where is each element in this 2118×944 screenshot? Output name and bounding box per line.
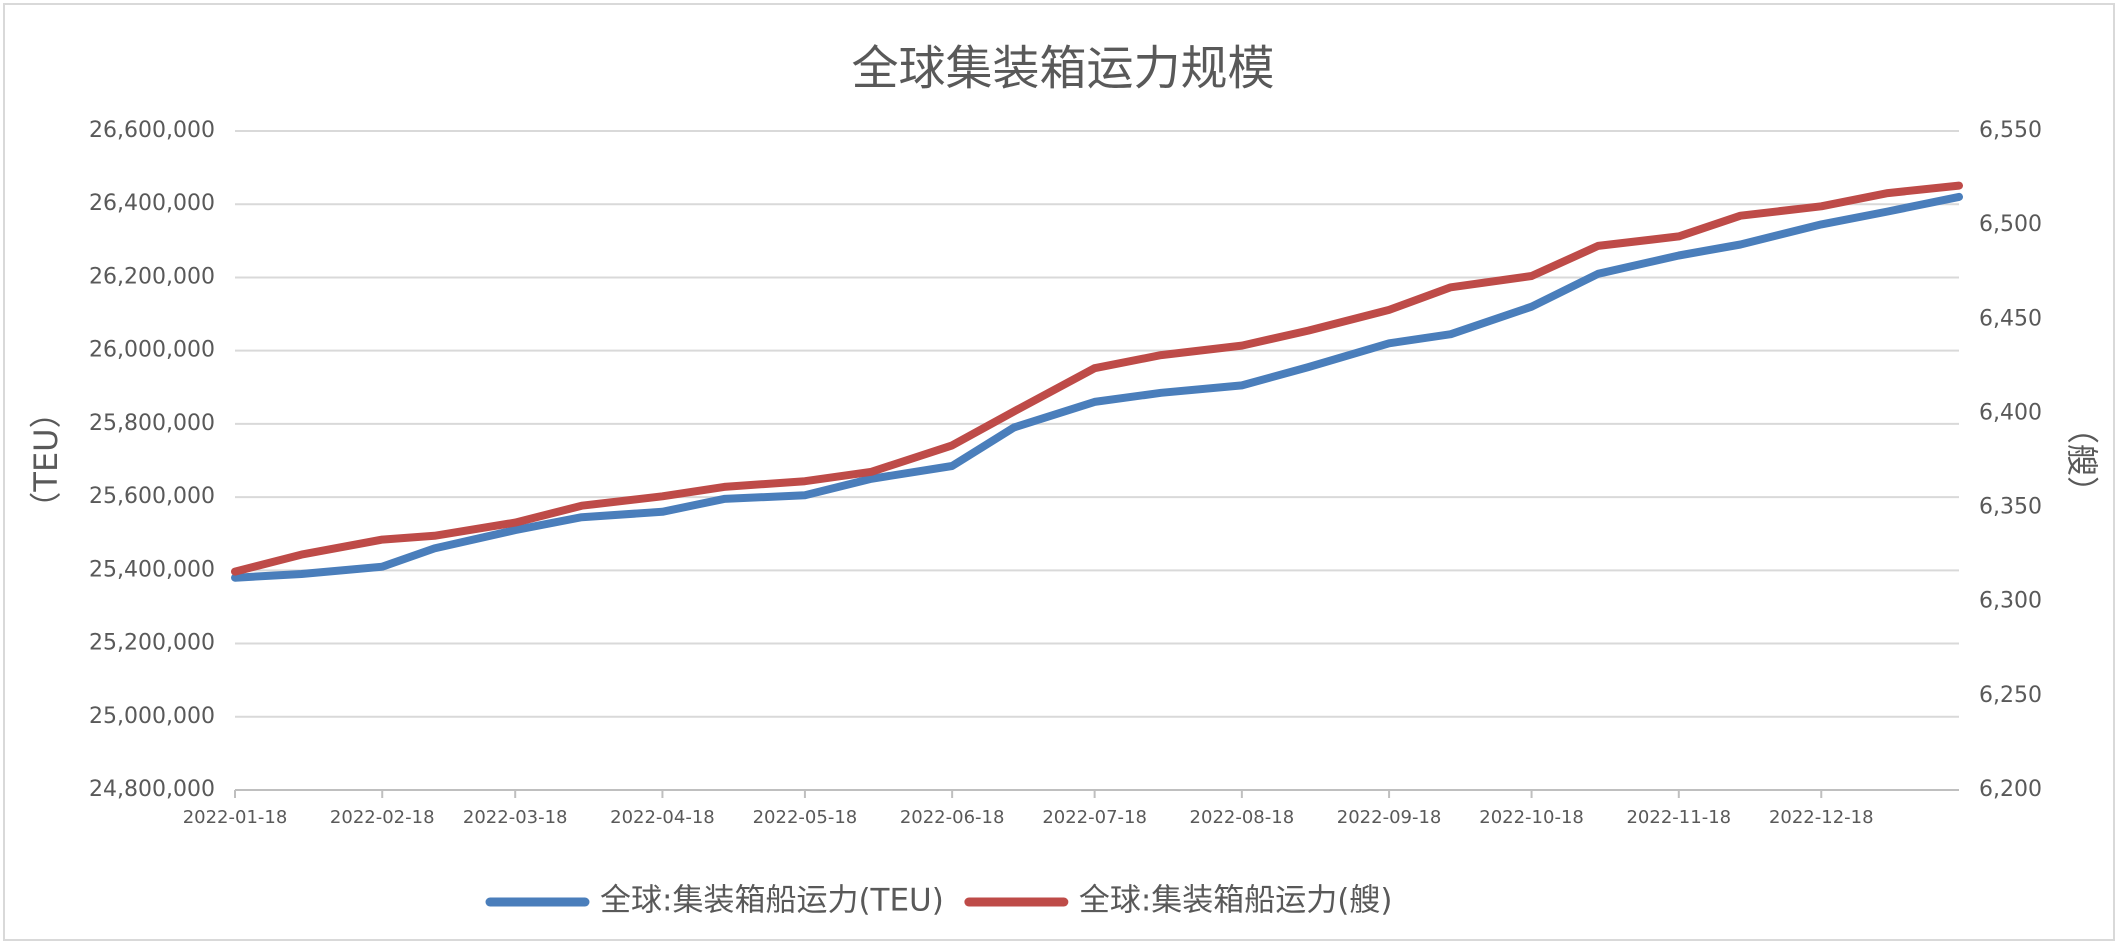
x-tick-label: 2022-09-18 <box>1337 807 1442 828</box>
legend-label: 全球:集装箱船运力(艘) <box>1079 883 1393 919</box>
y-tick-label: 25,000,000 <box>89 704 215 729</box>
x-tick-label: 2022-01-18 <box>183 807 288 828</box>
y-tick-label: 25,800,000 <box>89 411 215 436</box>
y-axis-label: （TEU） <box>27 396 65 523</box>
series-line <box>231 181 1963 576</box>
y2-tick-label: 6,300 <box>1979 589 2042 614</box>
y-tick-label: 25,400,000 <box>89 557 215 582</box>
chart-title: 全球集装箱运力规模 <box>852 42 1275 97</box>
y2-tick-label: 6,550 <box>1979 118 2042 143</box>
y2-tick-label: 6,250 <box>1979 683 2042 708</box>
y-tick-label: 25,600,000 <box>89 484 215 509</box>
y2-tick-label: 6,350 <box>1979 495 2042 520</box>
legend-label: 全球:集装箱船运力(TEU) <box>600 883 944 919</box>
series-line <box>231 192 1963 582</box>
x-tick-label: 2022-07-18 <box>1042 807 1147 828</box>
y-tick-label: 26,600,000 <box>89 118 215 143</box>
y-tick-label: 25,200,000 <box>89 631 215 656</box>
y-tick-label: 24,800,000 <box>89 777 215 802</box>
x-tick-label: 2022-11-18 <box>1626 807 1731 828</box>
x-tick-label: 2022-02-18 <box>330 807 435 828</box>
x-tick-label: 2022-05-18 <box>753 807 858 828</box>
x-tick-label: 2022-03-18 <box>463 807 568 828</box>
y2-tick-label: 6,450 <box>1979 306 2042 331</box>
y2-tick-label: 6,400 <box>1979 400 2042 425</box>
x-tick-label: 2022-12-18 <box>1769 807 1874 828</box>
y2-tick-label: 6,500 <box>1979 212 2042 237</box>
x-tick-label: 2022-04-18 <box>610 807 715 828</box>
chart-border <box>3 3 2115 941</box>
x-tick-label: 2022-10-18 <box>1479 807 1584 828</box>
y2-axis-label: （艘） <box>2063 412 2101 508</box>
x-tick-label: 2022-08-18 <box>1190 807 1295 828</box>
y-tick-label: 26,200,000 <box>89 264 215 289</box>
x-tick-label: 2022-06-18 <box>900 807 1005 828</box>
y-tick-label: 26,400,000 <box>89 191 215 216</box>
y-tick-label: 26,000,000 <box>89 338 215 363</box>
y2-tick-label: 6,200 <box>1979 777 2042 802</box>
